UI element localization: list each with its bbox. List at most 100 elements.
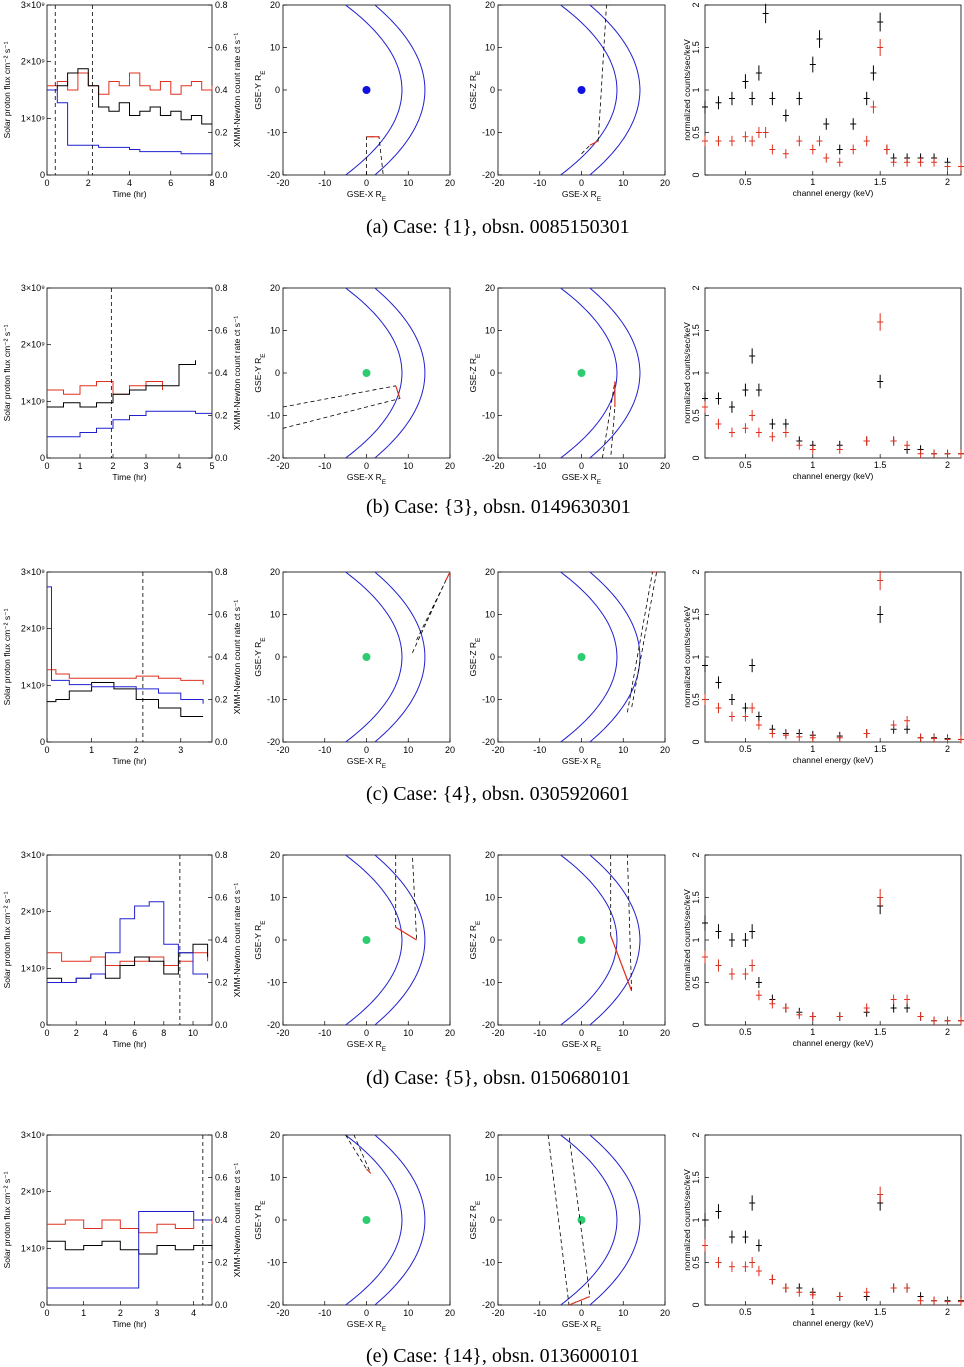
orbit-xy-y-tick-label: -10 bbox=[267, 1258, 280, 1268]
orbit-xy-spacecraft-track bbox=[366, 1168, 372, 1174]
spectrum-y-tick-label: 1 bbox=[691, 87, 701, 92]
magnetosphere-boundary-outer bbox=[589, 571, 641, 743]
orbit-xz-x-tick-label: 20 bbox=[660, 745, 670, 755]
spectrum-x-tick-label: 0.5 bbox=[739, 744, 752, 754]
flux-axis-label: Solar proton flux cm⁻² s⁻¹ bbox=[2, 891, 12, 988]
spectrum-y-label: normalized counts/sec/keV bbox=[682, 889, 692, 991]
orbit-xz-x-label-sub: E bbox=[597, 196, 602, 203]
magnetosphere-boundary-inner bbox=[560, 287, 618, 459]
orbit-xy-x-tick-label: -10 bbox=[318, 745, 331, 755]
orbit-xz-x-tick-label: -20 bbox=[491, 178, 504, 188]
magnetosphere-boundary-outer bbox=[374, 1134, 426, 1306]
orbit-xy-y-label-sub: E bbox=[260, 1200, 267, 1205]
orbit-xy-x-tick-label: 10 bbox=[403, 178, 413, 188]
spectrum-x-tick-label: 0.5 bbox=[739, 460, 752, 470]
orbit-xz-x-tick-label: 0 bbox=[579, 1308, 584, 1318]
rate-tick-label: 0.4 bbox=[215, 368, 228, 378]
earth-marker bbox=[577, 369, 586, 377]
orbit-xz-y-label-sub: E bbox=[475, 637, 482, 642]
spectrum-x-label: channel energy (keV) bbox=[793, 1318, 874, 1328]
orbit-xz-x-tick-label: -10 bbox=[533, 1308, 546, 1318]
orbit-xz-y-tick-label: 0 bbox=[490, 85, 495, 95]
earth-marker bbox=[362, 86, 371, 94]
orbit-xz-y-tick-label: 20 bbox=[485, 567, 495, 577]
spectrum-x-tick-label: 1 bbox=[810, 460, 815, 470]
orbit-xy-y-tick-label: -10 bbox=[267, 411, 280, 421]
rate-axis-label: XMM-Newton count rate ct s⁻¹ bbox=[232, 883, 242, 998]
spectrum-y-tick-label: 2 bbox=[691, 1132, 701, 1137]
rate-tick-label: 0.2 bbox=[215, 1258, 228, 1268]
spectrum-y-tick-label: 0.5 bbox=[691, 126, 701, 139]
orbit-xy-y-tick-label: -10 bbox=[267, 695, 280, 705]
orbit-xz-x-tick-label: 10 bbox=[618, 745, 628, 755]
spectrum-x-tick-label: 2 bbox=[945, 1307, 950, 1317]
orbit-xz-y-tick-label: 10 bbox=[485, 1173, 495, 1183]
flux-tick-label: 2×10⁹ bbox=[21, 624, 45, 634]
orbit-xz-x-tick-label: 0 bbox=[579, 1028, 584, 1038]
orbit-xz-x-tick-label: 0 bbox=[579, 461, 584, 471]
spectrum-y-label: normalized counts/sec/keV bbox=[682, 1169, 692, 1271]
magnetosphere-boundary-inner bbox=[560, 854, 618, 1026]
orbit-xy-x-label-sub: E bbox=[382, 196, 387, 203]
time-tick-label: 3 bbox=[178, 745, 183, 755]
orbit-xy-x-tick-label: 10 bbox=[403, 1308, 413, 1318]
magnetosphere-boundary-outer bbox=[589, 4, 641, 176]
time-tick-label: 4 bbox=[176, 461, 181, 471]
spectrum-y-tick-label: 2 bbox=[691, 285, 701, 290]
orbit-xy-x-tick-label: -10 bbox=[318, 1308, 331, 1318]
rate-tick-label: 0.6 bbox=[215, 893, 228, 903]
orbit-xy-y-tick-label: -20 bbox=[267, 453, 280, 463]
time-tick-label: 2 bbox=[86, 178, 91, 188]
orbit-xz-x-label-sub: E bbox=[597, 479, 602, 486]
orbit-xy-y-tick-label: -10 bbox=[267, 978, 280, 988]
spectrum-y-tick-label: 1.5 bbox=[691, 324, 701, 337]
time-tick-label: 4 bbox=[127, 178, 132, 188]
flux-axis-label: Solar proton flux cm⁻² s⁻¹ bbox=[2, 608, 12, 705]
flux-tick-label: 0 bbox=[40, 737, 45, 747]
orbit-xz-y-tick-label: 0 bbox=[490, 652, 495, 662]
orbit-xz-x-tick-label: -20 bbox=[491, 1308, 504, 1318]
rate-axis-label: XMM-Newton count rate ct s⁻¹ bbox=[232, 33, 242, 148]
orbit-xz-y-label-sub: E bbox=[475, 353, 482, 358]
spectrum-x-label: channel energy (keV) bbox=[793, 755, 874, 765]
magnetosphere-boundary-inner bbox=[345, 854, 403, 1026]
rate-tick-label: 0.8 bbox=[215, 1130, 228, 1140]
rate-axis-label: XMM-Newton count rate ct s⁻¹ bbox=[232, 600, 242, 715]
orbit-xy-spacecraft-track bbox=[395, 926, 417, 941]
orbit-xz-x-tick-label: 20 bbox=[660, 1308, 670, 1318]
orbit-xy-x-tick-label: 20 bbox=[445, 461, 455, 471]
orbit-xy-x-tick-label: 20 bbox=[445, 1308, 455, 1318]
spectrum-y-tick-label: 2 bbox=[691, 852, 701, 857]
caption-c: (c) Case: {4}, obsn. 0305920601 bbox=[366, 783, 630, 805]
orbit-xy-x-label-sub: E bbox=[382, 763, 387, 770]
time-tick-label: 1 bbox=[77, 461, 82, 471]
spectrum-y-label: normalized counts/sec/keV bbox=[682, 39, 692, 141]
spectrum-y-tick-label: 0 bbox=[691, 455, 701, 460]
orbit-xy-x-tick-label: -20 bbox=[276, 461, 289, 471]
caption-d: (d) Case: {5}, obsn. 0150680101 bbox=[366, 1067, 631, 1089]
orbit-xz-y-tick-label: 20 bbox=[485, 0, 495, 10]
time-axis-label: Time (hr) bbox=[112, 472, 146, 482]
rate-tick-label: 0.6 bbox=[215, 1173, 228, 1183]
orbit-xy-spacecraft-track bbox=[395, 385, 401, 399]
magnetosphere-boundary-inner bbox=[345, 287, 403, 459]
orbit-xz-y-tick-label: 20 bbox=[485, 283, 495, 293]
rate-tick-label: 0.8 bbox=[215, 850, 228, 860]
earth-marker bbox=[362, 653, 371, 661]
spectrum-x-tick-label: 1.5 bbox=[874, 177, 887, 187]
lightcurve-series-blue bbox=[47, 410, 212, 438]
orbit-xz-y-tick-label: 0 bbox=[490, 1215, 495, 1225]
time-tick-label: 6 bbox=[132, 1028, 137, 1038]
lightcurve-series-red bbox=[47, 72, 213, 95]
spectrum-x-tick-label: 0.5 bbox=[739, 1027, 752, 1037]
flux-tick-label: 0 bbox=[40, 1300, 45, 1310]
orbit-xy-x-tick-label: -10 bbox=[318, 1028, 331, 1038]
orbit-xz-x-tick-label: 10 bbox=[618, 461, 628, 471]
rate-tick-label: 0.2 bbox=[215, 411, 228, 421]
time-tick-label: 5 bbox=[209, 461, 214, 471]
orbit-xy-y-tick-label: -20 bbox=[267, 1300, 280, 1310]
orbit-xy-x-tick-label: 0 bbox=[364, 461, 369, 471]
flux-tick-label: 3×10⁹ bbox=[21, 850, 45, 860]
orbit-xy-y-tick-label: 20 bbox=[270, 283, 280, 293]
